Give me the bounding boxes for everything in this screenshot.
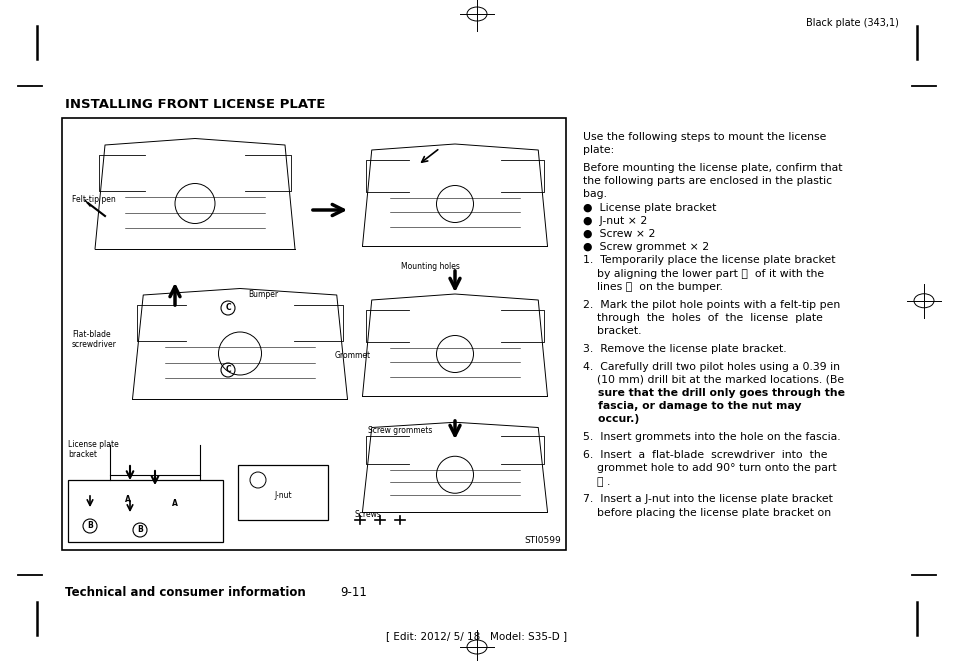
- Text: bag.: bag.: [582, 190, 606, 200]
- Text: (10 mm) drill bit at the marked locations. (Be: (10 mm) drill bit at the marked location…: [582, 375, 843, 385]
- Text: Ⓒ .: Ⓒ .: [582, 477, 610, 486]
- Text: before placing the license plate bracket on: before placing the license plate bracket…: [582, 508, 830, 518]
- Text: Felt-tip pen: Felt-tip pen: [71, 195, 115, 204]
- Text: A: A: [172, 498, 178, 508]
- Text: 2.  Mark the pilot hole points with a felt-tip pen: 2. Mark the pilot hole points with a fel…: [582, 299, 840, 309]
- Text: 7.  Insert a J-nut into the license plate bracket: 7. Insert a J-nut into the license plate…: [582, 494, 832, 504]
- Bar: [237, 465, 328, 520]
- Text: J-nut: J-nut: [274, 490, 292, 500]
- Text: grommet hole to add 90° turn onto the part: grommet hole to add 90° turn onto the pa…: [582, 463, 836, 473]
- Text: Flat-blade: Flat-blade: [71, 330, 111, 339]
- Text: C: C: [225, 366, 231, 375]
- Text: bracket.: bracket.: [582, 326, 640, 336]
- Text: bracket: bracket: [68, 450, 97, 459]
- Text: sure that the drill only goes through the: sure that the drill only goes through th…: [582, 388, 844, 398]
- Text: Grommet: Grommet: [335, 352, 371, 360]
- Text: lines Ⓑ  on the bumper.: lines Ⓑ on the bumper.: [582, 282, 722, 292]
- Text: through  the  holes  of  the  license  plate: through the holes of the license plate: [582, 313, 822, 323]
- Text: B: B: [137, 525, 143, 535]
- Bar: [62, 118, 565, 550]
- Text: fascia, or damage to the nut may: fascia, or damage to the nut may: [582, 401, 801, 411]
- Text: screwdriver: screwdriver: [71, 340, 117, 349]
- Text: STI0599: STI0599: [524, 536, 560, 545]
- Text: 4.  Carefully drill two pilot holes using a 0.39 in: 4. Carefully drill two pilot holes using…: [582, 362, 840, 371]
- Text: INSTALLING FRONT LICENSE PLATE: INSTALLING FRONT LICENSE PLATE: [65, 98, 325, 111]
- Text: Black plate (343,1): Black plate (343,1): [805, 18, 898, 28]
- Text: ●  License plate bracket: ● License plate bracket: [582, 203, 716, 213]
- Text: Before mounting the license plate, confirm that: Before mounting the license plate, confi…: [582, 163, 841, 173]
- Text: 1.  Temporarily place the license plate bracket: 1. Temporarily place the license plate b…: [582, 255, 835, 266]
- Text: Screw grommets: Screw grommets: [368, 426, 432, 435]
- Text: Use the following steps to mount the license: Use the following steps to mount the lic…: [582, 132, 825, 142]
- Text: Technical and consumer information: Technical and consumer information: [65, 586, 305, 599]
- Text: 5.  Insert grommets into the hole on the fascia.: 5. Insert grommets into the hole on the …: [582, 432, 840, 442]
- Text: 9-11: 9-11: [339, 586, 367, 599]
- Text: occur.): occur.): [582, 414, 639, 424]
- Text: ●  J-nut × 2: ● J-nut × 2: [582, 216, 646, 226]
- Text: by aligning the lower part Ⓐ  of it with the: by aligning the lower part Ⓐ of it with …: [582, 268, 823, 279]
- Text: Mounting holes: Mounting holes: [400, 262, 459, 271]
- Bar: [68, 480, 223, 542]
- Text: C: C: [225, 303, 231, 313]
- Text: Screws: Screws: [355, 510, 381, 519]
- Text: ●  Screw × 2: ● Screw × 2: [582, 229, 655, 239]
- Text: Bumper: Bumper: [248, 290, 278, 299]
- Text: [ Edit: 2012/ 5/ 18   Model: S35-D ]: [ Edit: 2012/ 5/ 18 Model: S35-D ]: [386, 631, 567, 641]
- Text: A: A: [125, 496, 131, 504]
- Text: License plate: License plate: [68, 440, 118, 449]
- Text: plate:: plate:: [582, 145, 614, 155]
- Text: 3.  Remove the license plate bracket.: 3. Remove the license plate bracket.: [582, 344, 786, 354]
- Text: 6.  Insert  a  flat-blade  screwdriver  into  the: 6. Insert a flat-blade screwdriver into …: [582, 450, 826, 460]
- Text: B: B: [87, 522, 92, 531]
- Text: ●  Screw grommet × 2: ● Screw grommet × 2: [582, 242, 708, 253]
- Text: the following parts are enclosed in the plastic: the following parts are enclosed in the …: [582, 176, 831, 186]
